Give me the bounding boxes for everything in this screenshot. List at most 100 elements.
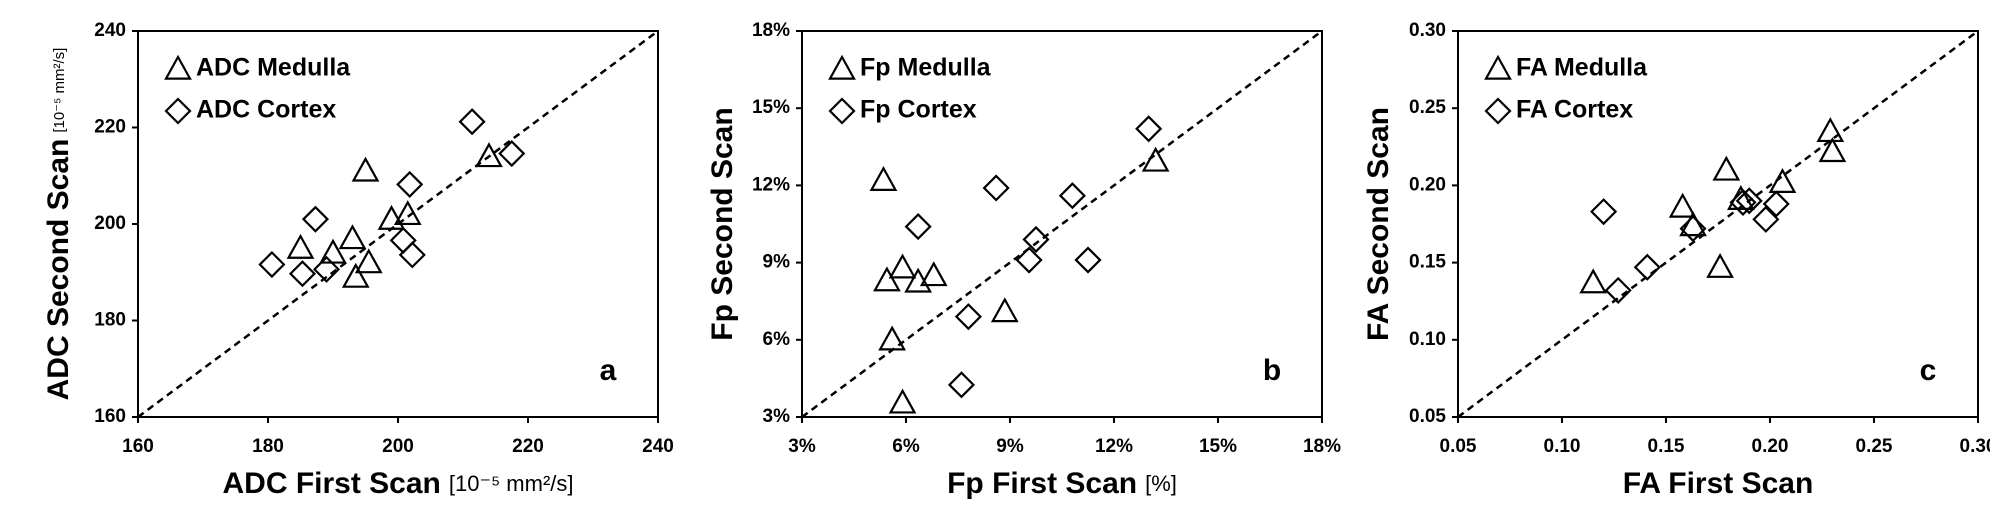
y-tick-label: 15% <box>752 97 790 118</box>
diamond-marker <box>1058 182 1086 210</box>
scatter-chart: 3% 6% 9% 12% 15% 18% 3% 6% 9% 12% 15% 18% Fp First S… <box>706 20 1341 500</box>
y-tick-label: 6% <box>763 329 791 350</box>
diamond-marker <box>288 260 317 288</box>
diamond-marker <box>301 205 330 233</box>
diamond-marker <box>258 250 286 279</box>
y-tick-label: 240 <box>94 20 126 41</box>
triangle-marker <box>1706 252 1734 278</box>
diamond-marker <box>398 241 426 269</box>
triangle-marker <box>1679 211 1707 237</box>
y-tick-label: 0.15 <box>1409 252 1446 273</box>
triangle-marker <box>888 388 917 414</box>
triangle-marker <box>1816 117 1845 143</box>
y-axis-unit: [10⁻⁵ mm²/s] <box>51 48 68 133</box>
y-axis-label: Fp Second Scan <box>706 107 739 340</box>
x-tick-label: 160 <box>122 436 154 457</box>
y-tick-label: 160 <box>94 406 126 427</box>
diamond-marker <box>1679 215 1707 243</box>
diamond-marker <box>904 213 932 241</box>
y-tick-label: 3% <box>763 406 791 427</box>
triangle-marker <box>286 233 315 259</box>
y-tick-label: 0.25 <box>1409 97 1446 118</box>
legend-label: FA Medulla <box>1516 54 1648 82</box>
diamond-marker <box>1074 246 1102 274</box>
diamond-marker <box>396 170 424 198</box>
diamond-marker <box>498 139 526 168</box>
y-tick-label: 18% <box>752 20 790 41</box>
legend-label: ADC Medulla <box>196 54 351 82</box>
plot-frame <box>801 30 1323 418</box>
triangle-marker <box>904 267 933 293</box>
y-tick-label: 220 <box>94 117 126 138</box>
diamond-marker <box>389 226 417 254</box>
diamond-marker <box>1022 225 1050 253</box>
y-axis-title: Fp Second Scan <box>706 107 739 340</box>
triangle-marker <box>354 248 383 274</box>
triangle-marker <box>1668 192 1697 218</box>
y-tick-label: 0.05 <box>1409 406 1446 427</box>
scatter-chart: 0.05 0.10 0.15 0.20 0.25 0.30 0.05 0.10 0.15 0.20… <box>1362 20 1990 500</box>
panel-label: c <box>1920 354 1937 387</box>
triangle-marker <box>919 261 948 287</box>
triangle-marker <box>475 142 503 168</box>
x-tick-label: 18% <box>1303 436 1341 457</box>
y-tick-label: 0.10 <box>1409 329 1446 350</box>
panel-label: b <box>1263 354 1281 387</box>
triangle-marker <box>164 54 192 80</box>
x-tick-label: 15% <box>1199 436 1237 457</box>
plot-frame <box>1457 30 1979 418</box>
x-tick-label: 6% <box>892 436 920 457</box>
triangle-marker <box>878 325 907 351</box>
triangle-marker <box>990 297 1019 323</box>
triangle-marker <box>377 204 406 230</box>
triangle-marker <box>869 165 898 191</box>
x-axis-title: ADC First Scan [10⁻⁵ mm²/s] <box>222 467 573 500</box>
y-axis-label: FA Second Scan <box>1362 107 1395 341</box>
x-tick-label: 180 <box>252 436 284 457</box>
legend-label: Fp Cortex <box>860 96 977 124</box>
diamond-marker <box>947 371 976 399</box>
diamond-marker <box>1633 253 1661 281</box>
diamond-marker <box>312 255 341 283</box>
legend-label: Fp Medulla <box>860 54 992 82</box>
x-axis-unit: [%] <box>1145 471 1177 496</box>
y-axis-title: FA Second Scan <box>1362 107 1395 341</box>
x-axis-label: Fp First Scan <box>947 467 1137 500</box>
diamond-marker <box>1729 188 1757 216</box>
legend-label: ADC Cortex <box>196 96 336 124</box>
triangle-marker <box>341 262 370 288</box>
y-tick-label: 200 <box>94 213 126 234</box>
triangle-marker <box>1484 54 1512 80</box>
triangle-marker <box>888 253 917 279</box>
y-tick-label: 9% <box>763 252 791 273</box>
x-tick-label: 0.05 <box>1440 436 1477 457</box>
x-tick-label: 12% <box>1095 436 1133 457</box>
y-axis-title: ADC Second Scan [10⁻⁵ mm²/s] <box>42 48 75 401</box>
x-axis-unit: [10⁻⁵ mm²/s] <box>449 471 574 496</box>
triangle-marker <box>1818 137 1847 163</box>
triangle-marker <box>1579 268 1608 294</box>
x-axis-label: FA First Scan <box>1623 467 1814 500</box>
diamond-marker <box>164 97 192 125</box>
diamond-marker <box>1735 187 1763 215</box>
diamond-marker <box>1015 246 1043 274</box>
diamond-marker <box>1135 115 1163 143</box>
x-tick-label: 3% <box>788 436 816 457</box>
y-axis-label: ADC Second Scan <box>42 139 75 401</box>
x-tick-label: 0.15 <box>1648 436 1685 457</box>
diamond-marker <box>1590 198 1618 226</box>
x-tick-label: 0.30 <box>1960 436 1990 457</box>
x-axis-title: FA First Scan <box>1623 467 1814 500</box>
diamond-marker <box>954 303 982 331</box>
x-tick-label: 200 <box>382 436 414 457</box>
diamond-marker <box>1752 205 1780 233</box>
y-tick-label: 0.20 <box>1409 174 1446 195</box>
identity-line <box>1457 29 1979 419</box>
scatter-chart: 160 180 200 220 240 160 180 200 220 240 ADC First … <box>42 20 674 500</box>
x-tick-label: 0.10 <box>1544 436 1581 457</box>
x-tick-label: 220 <box>512 436 544 457</box>
identity-line <box>801 29 1323 419</box>
diamond-marker <box>828 97 856 125</box>
y-tick-label: 0.30 <box>1409 20 1446 41</box>
